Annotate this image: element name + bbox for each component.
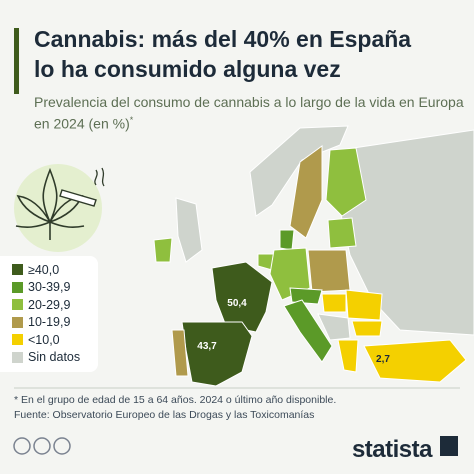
smoke (94, 167, 105, 187)
map-label: 2,7 (376, 354, 390, 365)
country (351, 320, 383, 337)
legend-label: 20-29,9 (28, 297, 71, 312)
subtitle-text: Prevalencia del consumo de cannabis a lo… (34, 94, 464, 132)
map-label: 43,7 (197, 341, 217, 352)
legend-swatch (12, 264, 23, 276)
legend-label: <10,0 (28, 332, 60, 347)
legend-item: <10,0 (12, 331, 98, 349)
country (171, 329, 189, 377)
country (363, 339, 467, 383)
country (153, 237, 173, 263)
subtitle: Prevalencia del consumo de cannabis a lo… (34, 93, 464, 133)
legend-label: ≥40,0 (28, 262, 60, 277)
country (181, 321, 253, 387)
country (337, 339, 359, 373)
country (325, 147, 367, 217)
country (321, 293, 347, 313)
legend-swatch (12, 334, 23, 346)
country (283, 299, 333, 363)
footnote: * En el grupo de edad de 15 a 64 años. 2… (14, 394, 337, 406)
country (307, 249, 351, 293)
title-accent (14, 28, 19, 94)
legend-item: 10-19,9 (12, 314, 98, 332)
legend-label: 30-39,9 (28, 280, 71, 295)
country (339, 129, 474, 336)
map-label: 50,4 (227, 298, 247, 309)
brand-icon (440, 436, 458, 456)
country (211, 261, 273, 333)
country (279, 229, 295, 251)
legend-label: Sin datos (28, 350, 81, 365)
legend-swatch (12, 299, 23, 311)
subtitle-mark: * (129, 115, 134, 125)
license-icon (33, 437, 51, 455)
legend-swatch (12, 281, 23, 293)
license-icon (13, 437, 31, 455)
country (289, 287, 323, 305)
license-icon (53, 437, 71, 455)
joint (59, 189, 97, 207)
legend-label: 10-19,9 (28, 315, 71, 330)
country (345, 289, 383, 321)
brand: statista (351, 436, 433, 463)
title-line: Cannabis: más del 40% en España (34, 26, 412, 52)
legend-swatch (12, 351, 23, 363)
country (317, 313, 351, 341)
country (327, 217, 357, 249)
country (289, 145, 323, 239)
legend-item: ≥40,0 (12, 261, 98, 279)
legend-item: 20-29,9 (12, 296, 98, 314)
icon-bg (14, 164, 102, 252)
title-line: lo ha consumido alguna vez (34, 56, 341, 82)
source: Fuente: Observatorio Europeo de las Drog… (14, 409, 315, 421)
title: Cannabis: más del 40% en España lo ha co… (34, 24, 411, 84)
legend-swatch (12, 316, 23, 328)
legend-item: 30-39,9 (12, 279, 98, 297)
legend: ≥40,0 30-39,9 20-29,9 10-19,9 <10,0 Sin datos (0, 256, 98, 372)
country (175, 197, 203, 263)
legend-item: Sin datos (12, 349, 98, 367)
